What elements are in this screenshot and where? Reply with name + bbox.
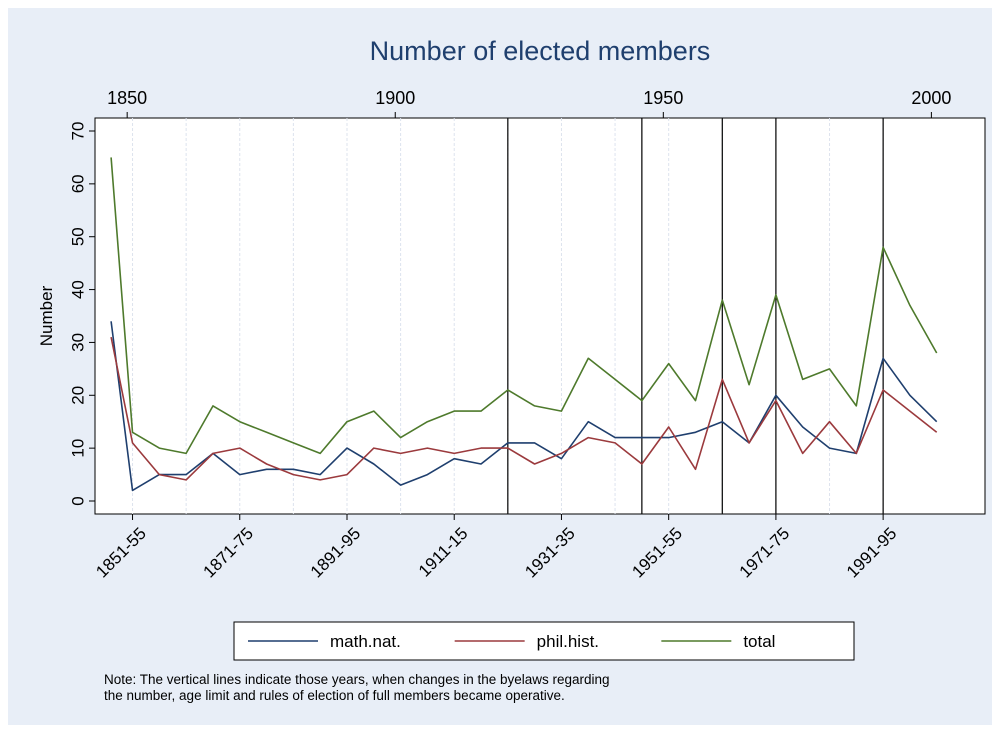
chart-note: Note: The vertical lines indicate those … bbox=[104, 672, 864, 704]
note-line-1: Note: The vertical lines indicate those … bbox=[104, 672, 610, 687]
note-line-2: the number, age limit and rules of elect… bbox=[104, 688, 565, 703]
series-line-3 bbox=[110, 157, 938, 455]
y-tick-label: 50 bbox=[68, 227, 87, 246]
y-tick-label: 40 bbox=[68, 280, 87, 299]
top-axis-label: 1900 bbox=[375, 88, 415, 108]
top-axis-label: 2000 bbox=[911, 88, 951, 108]
legend-label: phil.hist. bbox=[537, 632, 599, 651]
legend-box bbox=[233, 621, 855, 661]
y-tick-label: 70 bbox=[68, 122, 87, 141]
top-axis-label: 1850 bbox=[107, 88, 147, 108]
y-axis-label: Number bbox=[37, 285, 56, 346]
y-tick-label: 10 bbox=[68, 439, 87, 458]
top-axis-label: 1950 bbox=[643, 88, 683, 108]
y-tick-label: 30 bbox=[68, 333, 87, 352]
legend-label: math.nat. bbox=[330, 632, 401, 651]
series-line-2 bbox=[110, 336, 938, 481]
plot-area bbox=[94, 117, 986, 515]
series-line-1 bbox=[110, 321, 938, 492]
chart-title: Number of elected members bbox=[370, 36, 711, 66]
y-tick-label: 0 bbox=[68, 496, 87, 505]
legend-label: total bbox=[743, 632, 775, 651]
y-tick-label: 20 bbox=[68, 386, 87, 405]
y-tick-label: 60 bbox=[68, 174, 87, 193]
